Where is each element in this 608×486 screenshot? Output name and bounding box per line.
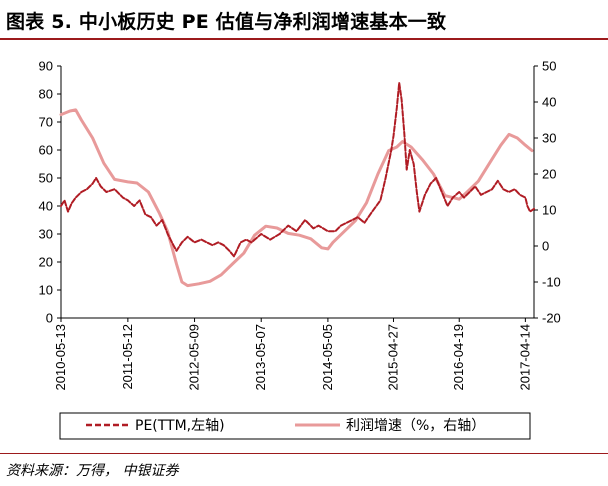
y-left-tick-label: 70 — [39, 115, 53, 130]
source-note: 资料来源：万得， 中银证券 — [6, 463, 179, 479]
x-tick-label: 2014-05-05 — [320, 324, 335, 391]
title-bar: 图表 5. 中小板历史 PE 估值与净利润增速基本一致 — [0, 0, 608, 38]
pe-series-line — [60, 81, 535, 258]
page-title: 图表 5. 中小板历史 PE 估值与净利润增速基本一致 — [6, 11, 447, 33]
y-right-tick-label: 0 — [542, 239, 549, 254]
y-left-tick-label: 90 — [39, 59, 53, 74]
y-left-tick-label: 0 — [46, 311, 53, 326]
y-left-tick-label: 50 — [39, 171, 53, 186]
legend-box — [59, 412, 531, 440]
y-left-tick-label: 30 — [39, 227, 53, 242]
x-tick-label: 2012-05-09 — [187, 324, 202, 391]
y-right-tick-label: 10 — [542, 203, 556, 218]
title-rule — [0, 38, 608, 40]
y-left-tick-label: 10 — [39, 283, 53, 298]
y-left-tick-label: 20 — [39, 255, 53, 270]
pe-profit-chart: 0 10 20 30 40 50 60 70 80 90 -20 -10 0 10 20 30 40 50 2010… — [39, 59, 561, 440]
legend-profit-label: 利润增速（%，右轴） — [346, 418, 485, 434]
y-right-tick-label: 30 — [542, 131, 556, 146]
footer-rule — [0, 453, 608, 454]
plot-layer: 0 10 20 30 40 50 60 70 80 90 -20 -10 0 10 20 30 40 50 2010… — [39, 59, 561, 440]
legend-pe-label: PE(TTM,左轴) — [135, 418, 225, 434]
y-left-tick-label: 60 — [39, 143, 53, 158]
y-left-tick-label: 40 — [39, 199, 53, 214]
x-tick-label: 2013-05-07 — [253, 324, 268, 391]
x-tick-label: 2016-04-19 — [451, 324, 466, 391]
y-right-tick-label: 20 — [542, 167, 556, 182]
y-left-tick-label: 80 — [39, 87, 53, 102]
x-tick-label: 2015-04-27 — [385, 324, 400, 391]
x-tick-label: 2011-05-12 — [120, 324, 135, 390]
y-right-tick-label: 40 — [542, 95, 556, 110]
y-right-tick-label: -20 — [542, 311, 561, 326]
y-right-tick-label: 50 — [542, 59, 556, 74]
x-tick-label: 2010-05-13 — [53, 324, 68, 391]
x-tick-label: 2017-04-14 — [517, 324, 532, 391]
y-right-tick-label: -10 — [542, 275, 561, 290]
profit-growth-series-line — [59, 108, 534, 288]
